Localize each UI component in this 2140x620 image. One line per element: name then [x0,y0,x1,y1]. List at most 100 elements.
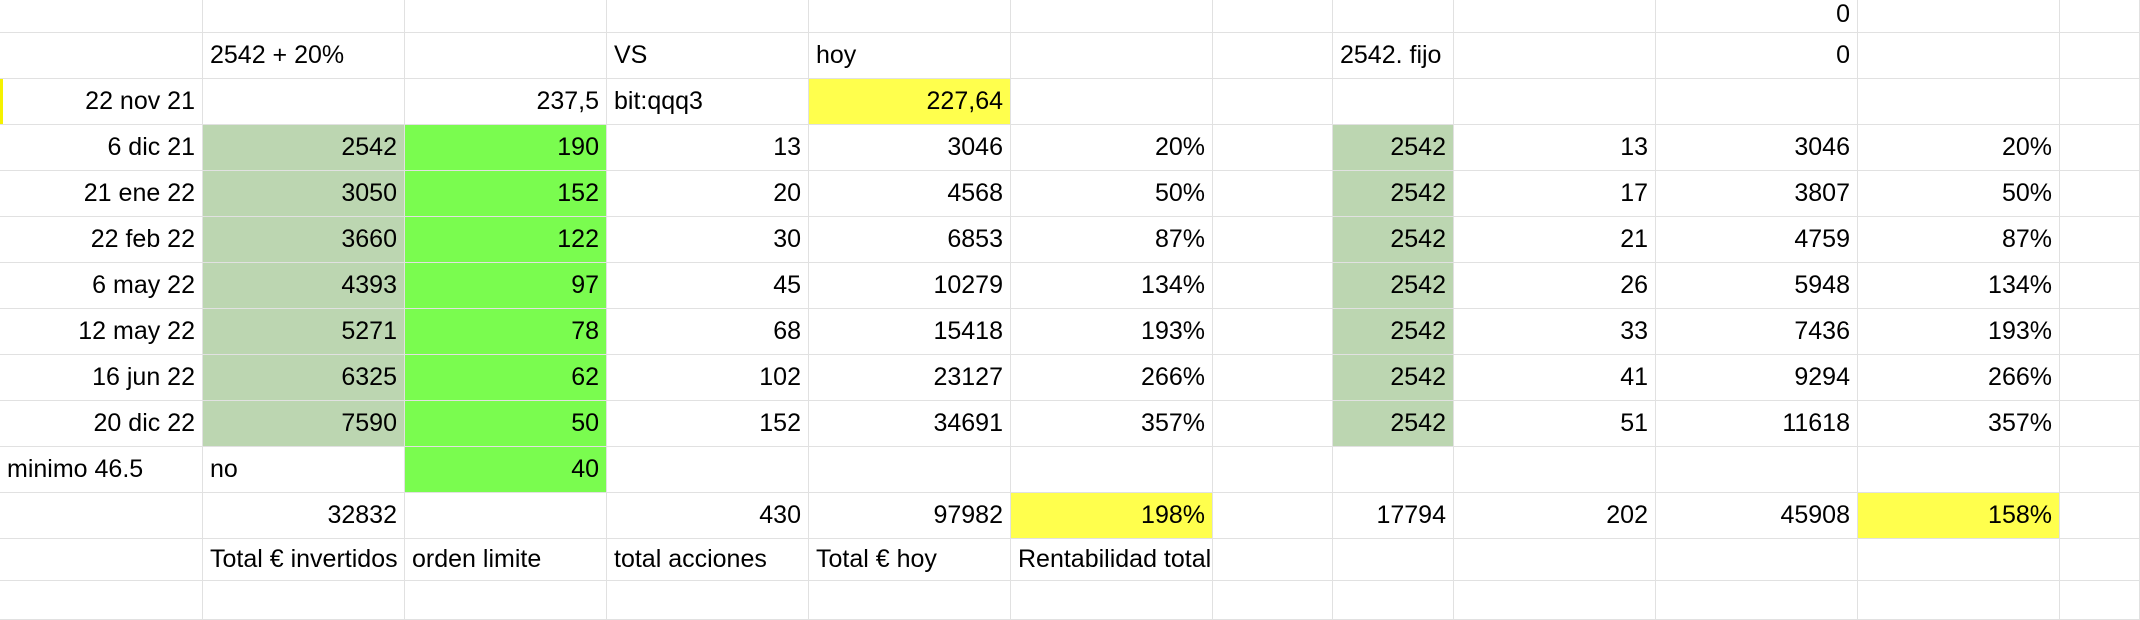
cell-r13-c6[interactable]: Rentabilidad total [1011,539,1213,581]
cell-r7-c2[interactable]: 4393 [203,263,405,309]
cell-r12-c5[interactable]: 97982 [809,493,1011,539]
cell-r13-c4[interactable]: total acciones [607,539,809,581]
cell-r11-c6[interactable] [1011,447,1213,493]
cell-r5-c12[interactable] [2060,171,2140,217]
cell-r11-c10[interactable] [1656,447,1858,493]
cell-r4-c11[interactable]: 20% [1858,125,2060,171]
cell-r3-c12[interactable] [2060,79,2140,125]
cell-r8-c7[interactable] [1213,309,1333,355]
cell-r8-c10[interactable]: 7436 [1656,309,1858,355]
cell-r10-c1[interactable]: 20 dic 22 [0,401,203,447]
cell-r7-c5[interactable]: 10279 [809,263,1011,309]
cell-r10-c4[interactable]: 152 [607,401,809,447]
cell-r12-c1[interactable] [0,493,203,539]
cell-r14-c2[interactable] [203,581,405,620]
cell-r8-c5[interactable]: 15418 [809,309,1011,355]
cell-r4-c5[interactable]: 3046 [809,125,1011,171]
cell-r2-c4[interactable]: VS [607,33,809,79]
cell-r5-c11[interactable]: 50% [1858,171,2060,217]
cell-r11-c9[interactable] [1454,447,1656,493]
cell-r1-c5[interactable] [809,0,1011,33]
cell-r6-c8[interactable]: 2542 [1333,217,1454,263]
cell-r8-c11[interactable]: 193% [1858,309,2060,355]
cell-r8-c12[interactable] [2060,309,2140,355]
cell-r6-c5[interactable]: 6853 [809,217,1011,263]
cell-r9-c7[interactable] [1213,355,1333,401]
cell-r9-c5[interactable]: 23127 [809,355,1011,401]
cell-r6-c2[interactable]: 3660 [203,217,405,263]
cell-r9-c3[interactable]: 62 [405,355,607,401]
cell-r10-c10[interactable]: 11618 [1656,401,1858,447]
cell-r1-c3[interactable] [405,0,607,33]
cell-r6-c10[interactable]: 4759 [1656,217,1858,263]
cell-r12-c9[interactable]: 202 [1454,493,1656,539]
cell-r12-c8[interactable]: 17794 [1333,493,1454,539]
cell-r6-c3[interactable]: 122 [405,217,607,263]
cell-r9-c4[interactable]: 102 [607,355,809,401]
cell-r12-c3[interactable] [405,493,607,539]
cell-r11-c4[interactable] [607,447,809,493]
cell-r1-c4[interactable] [607,0,809,33]
cell-r11-c12[interactable] [2060,447,2140,493]
cell-r5-c9[interactable]: 17 [1454,171,1656,217]
cell-r3-c4[interactable]: bit:qqq3 [607,79,809,125]
cell-r3-c6[interactable] [1011,79,1213,125]
cell-r5-c6[interactable]: 50% [1011,171,1213,217]
cell-r2-c6[interactable] [1011,33,1213,79]
cell-r9-c12[interactable] [2060,355,2140,401]
cell-r10-c2[interactable]: 7590 [203,401,405,447]
cell-r6-c11[interactable]: 87% [1858,217,2060,263]
cell-r3-c7[interactable] [1213,79,1333,125]
cell-r5-c8[interactable]: 2542 [1333,171,1454,217]
cell-r4-c2[interactable]: 2542 [203,125,405,171]
cell-r10-c6[interactable]: 357% [1011,401,1213,447]
cell-r7-c8[interactable]: 2542 [1333,263,1454,309]
cell-r14-c9[interactable] [1454,581,1656,620]
cell-r7-c10[interactable]: 5948 [1656,263,1858,309]
cell-r12-c7[interactable] [1213,493,1333,539]
cell-r9-c1[interactable]: 16 jun 22 [0,355,203,401]
cell-r10-c5[interactable]: 34691 [809,401,1011,447]
cell-r9-c2[interactable]: 6325 [203,355,405,401]
cell-r4-c7[interactable] [1213,125,1333,171]
cell-r14-c8[interactable] [1333,581,1454,620]
cell-r2-c10[interactable]: 0 [1656,33,1858,79]
cell-r8-c3[interactable]: 78 [405,309,607,355]
cell-r3-c2[interactable] [203,79,405,125]
cell-r4-c6[interactable]: 20% [1011,125,1213,171]
cell-r12-c6[interactable]: 198% [1011,493,1213,539]
cell-r9-c8[interactable]: 2542 [1333,355,1454,401]
cell-r3-c5[interactable]: 227,64 [809,79,1011,125]
cell-r3-c1[interactable]: 22 nov 21 [0,79,203,125]
cell-r9-c9[interactable]: 41 [1454,355,1656,401]
cell-r5-c7[interactable] [1213,171,1333,217]
cell-r14-c10[interactable] [1656,581,1858,620]
cell-r11-c2[interactable]: no [203,447,405,493]
cell-r2-c8[interactable]: 2542. fijo [1333,33,1454,79]
cell-r2-c5[interactable]: hoy [809,33,1011,79]
cell-r11-c11[interactable] [1858,447,2060,493]
cell-r14-c1[interactable] [0,581,203,620]
cell-r1-c8[interactable] [1333,0,1454,33]
cell-r14-c7[interactable] [1213,581,1333,620]
cell-r9-c11[interactable]: 266% [1858,355,2060,401]
cell-r2-c7[interactable] [1213,33,1333,79]
cell-r4-c4[interactable]: 13 [607,125,809,171]
cell-r1-c12[interactable] [2060,0,2140,33]
cell-r14-c11[interactable] [1858,581,2060,620]
cell-r6-c7[interactable] [1213,217,1333,263]
cell-r14-c4[interactable] [607,581,809,620]
cell-r8-c2[interactable]: 5271 [203,309,405,355]
cell-r10-c9[interactable]: 51 [1454,401,1656,447]
cell-r7-c6[interactable]: 134% [1011,263,1213,309]
cell-r7-c12[interactable] [2060,263,2140,309]
cell-r5-c5[interactable]: 4568 [809,171,1011,217]
cell-r4-c9[interactable]: 13 [1454,125,1656,171]
cell-r12-c4[interactable]: 430 [607,493,809,539]
cell-r6-c6[interactable]: 87% [1011,217,1213,263]
cell-r3-c9[interactable] [1454,79,1656,125]
cell-r12-c12[interactable] [2060,493,2140,539]
cell-r10-c3[interactable]: 50 [405,401,607,447]
cell-r13-c5[interactable]: Total € hoy [809,539,1011,581]
cell-r8-c6[interactable]: 193% [1011,309,1213,355]
